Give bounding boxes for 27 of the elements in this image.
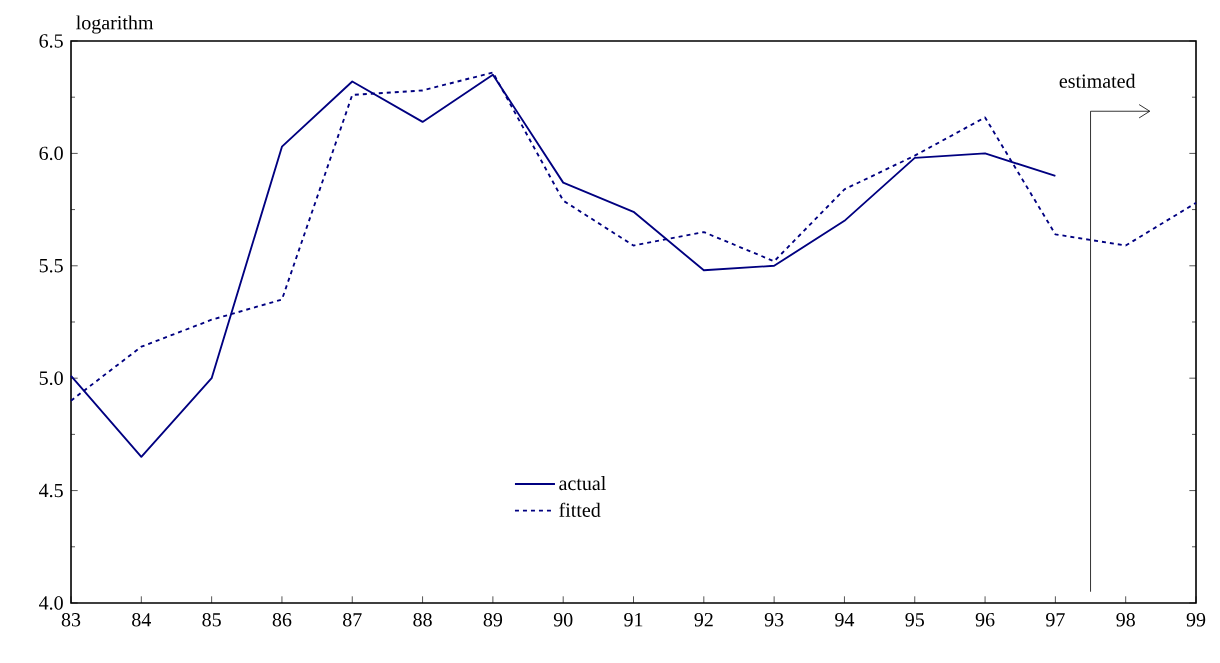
x-tick-label: 93	[764, 613, 784, 627]
x-tick-label: 98	[1116, 613, 1135, 627]
x-tick-label: 84	[132, 613, 152, 627]
x-tick-label: 88	[413, 613, 432, 627]
x-tick-label: 97	[1046, 613, 1065, 627]
y-tick-label: 6.5	[39, 34, 63, 48]
y-tick-label: 4.0	[39, 596, 63, 610]
legend-label: fitted	[559, 502, 601, 517]
ref-line-label: estimated	[1059, 73, 1136, 88]
x-tick-label: 89	[483, 613, 503, 627]
y-tick-label: 5.0	[39, 371, 63, 385]
x-tick-label: 90	[553, 613, 573, 627]
x-tick-label: 92	[694, 613, 713, 627]
y-tick-label: 4.5	[39, 483, 63, 498]
x-tick-label: 91	[624, 613, 643, 627]
x-tick-label: 95	[905, 613, 924, 627]
y-tick-label: 6.0	[39, 146, 63, 161]
legend-label: actual	[559, 476, 606, 491]
y-tick-label: 5.5	[39, 259, 63, 273]
x-tick-label: 87	[343, 613, 362, 627]
x-tick-label: 83	[61, 613, 81, 627]
x-tick-label: 96	[975, 613, 995, 627]
x-tick-label: 99	[1186, 613, 1206, 627]
y-axis-title: logarithm	[76, 15, 154, 34]
x-tick-label: 94	[835, 613, 855, 627]
x-tick-label: 85	[202, 613, 221, 627]
x-tick-label: 86	[272, 613, 292, 627]
